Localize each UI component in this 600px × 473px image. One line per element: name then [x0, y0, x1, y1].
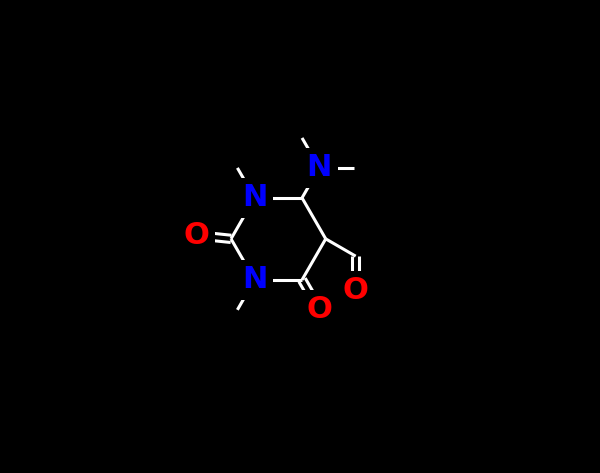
Text: N: N	[307, 153, 332, 183]
Text: O: O	[343, 276, 368, 305]
Text: O: O	[307, 295, 332, 324]
Text: N: N	[242, 265, 268, 294]
Text: N: N	[242, 184, 268, 212]
Text: O: O	[184, 221, 209, 250]
